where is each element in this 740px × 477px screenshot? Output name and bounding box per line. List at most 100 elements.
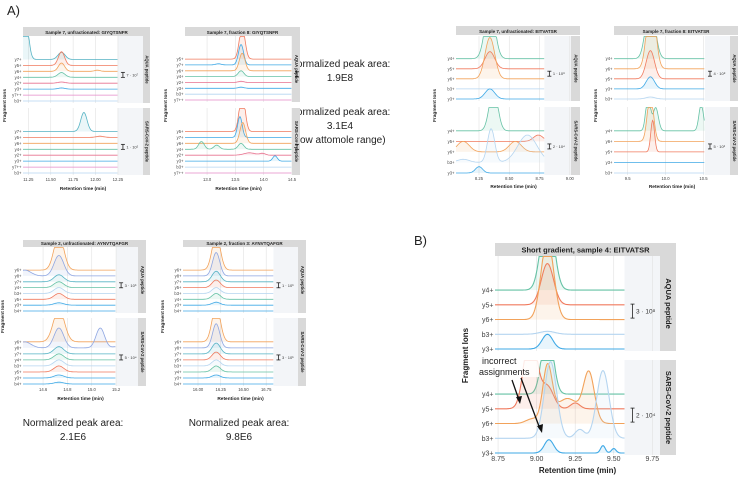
trace-line xyxy=(183,374,274,379)
annotation-value: 3.1E4 xyxy=(327,121,354,132)
trace-line xyxy=(494,255,625,321)
facet-label: SARS-CoV-2 peptide xyxy=(294,121,299,163)
trace-fill xyxy=(495,439,625,453)
x-axis-label: Retention time (min) xyxy=(215,186,262,192)
ion-trace: y4+ xyxy=(606,107,705,133)
ion-label: b4+ xyxy=(174,382,182,387)
trace-line xyxy=(455,141,545,153)
scale-bar-region xyxy=(704,107,730,175)
ion-label: b3+ xyxy=(176,92,184,97)
facet-sars-cov-2: SARS-CoV-2 peptide y6+y8+y7+y5+b3+y4+y3+ b… xyxy=(174,318,306,387)
y-axis-label: Fragment Ions xyxy=(432,89,438,122)
ion-label: y7+ xyxy=(177,135,184,140)
ion-label: y7+ xyxy=(15,57,22,62)
ion-trace: b3+ xyxy=(14,287,117,296)
ion-label: y4+ xyxy=(175,297,182,302)
facet-aqua: AQUA peptide y4+ y5+ y6+ b3+ y3+ 1 · 10⁸ xyxy=(447,36,580,102)
trace-line xyxy=(495,255,625,291)
ion-trace: y7++ xyxy=(174,171,292,176)
ion-trace: y6+ xyxy=(177,122,292,146)
ion-trace: y2+ xyxy=(15,81,118,86)
facet-aqua: AQUA peptide y4+ y6+ y5+ y3+ b3+ 4 · 10⁸ xyxy=(605,36,738,102)
trace-line xyxy=(23,135,118,138)
trace-fill xyxy=(456,128,545,163)
ion-trace: y7++ xyxy=(12,165,118,170)
ion-label: y2+ xyxy=(177,153,184,158)
annotation-giy-frac-sars: Normalized peak area: 3.1E4 (low attomol… xyxy=(290,107,391,146)
ion-trace: y5+ xyxy=(606,50,705,81)
x-tick-label: 9.00 xyxy=(566,176,575,181)
trace-fill xyxy=(185,152,292,156)
ion-trace: y8+ xyxy=(15,255,117,278)
scale-bar-region xyxy=(116,318,138,386)
ion-label: y7+ xyxy=(177,62,184,67)
scale-bar: 7 · 10⁷ xyxy=(120,71,139,78)
ion-label: y7++ xyxy=(12,93,22,98)
x-tick-label: 11.25 xyxy=(23,177,34,182)
y-axis-label: Fragment Ions xyxy=(593,89,599,122)
ion-label: y7++ xyxy=(174,171,184,176)
trace-line xyxy=(23,62,118,72)
x-tick-label: 12.00 xyxy=(90,177,101,182)
ion-trace: b4+ xyxy=(174,309,274,314)
ion-trace: y4+ xyxy=(15,147,118,152)
trace-fill xyxy=(495,361,625,439)
facet-label: AQUA peptide xyxy=(144,55,149,84)
ion-trace: y6+ xyxy=(175,247,274,273)
ion-label: y3+ xyxy=(482,451,493,458)
trace-line xyxy=(23,353,116,361)
panel-header xyxy=(495,243,676,256)
trace-line xyxy=(183,252,274,277)
facet-strip xyxy=(292,36,300,102)
x-tick-label: 13.0 xyxy=(203,177,212,182)
scale-bar-region xyxy=(704,36,730,101)
ion-label: y5+ xyxy=(482,406,493,413)
ion-trace: y8+ xyxy=(175,252,274,278)
annotation-value: 1.9E8 xyxy=(327,73,354,84)
ion-trace: y4+ xyxy=(15,72,118,80)
trace-line xyxy=(183,301,274,306)
ion-label: y6+ xyxy=(177,141,184,146)
ion-trace: y7+ xyxy=(177,116,292,140)
trace-line xyxy=(185,43,292,66)
scale-bar-label: 4 · 10⁸ xyxy=(713,71,725,76)
ion-trace: y6+ xyxy=(482,255,625,324)
annotation-value: 9.8E6 xyxy=(226,432,253,443)
x-axis-label: Retention time (min) xyxy=(60,186,107,192)
ion-trace: y5+ xyxy=(448,134,545,144)
facet-strip xyxy=(138,318,146,386)
ion-label: y6+ xyxy=(606,66,613,71)
ion-trace: b4+ xyxy=(174,382,274,387)
x-axis-label: Retention time (min) xyxy=(539,466,617,475)
ion-label: y3+ xyxy=(448,97,455,102)
annotation-line: assignments xyxy=(479,367,530,377)
x-tick-label: 15.2 xyxy=(112,387,121,392)
ion-trace: b3+ xyxy=(174,287,274,296)
x-tick-label: 13.5 xyxy=(231,177,240,182)
ion-trace: y4+ xyxy=(606,36,705,61)
ion-trace: y3+ xyxy=(15,302,117,308)
x-tick-label: 10.0 xyxy=(661,176,670,181)
ion-label: y5+ xyxy=(177,57,184,62)
facet-label: AQUA peptide xyxy=(294,55,299,84)
panel-label-b: B) xyxy=(414,233,427,248)
chromatogram-panel-5: Sample 2, unfractionated: AYNVTQAFGRAQUA… xyxy=(0,240,146,402)
ion-trace: b4+ xyxy=(14,309,116,314)
facet-label: SARS-CoV-2 peptide xyxy=(300,332,305,374)
scale-bar xyxy=(295,71,299,78)
y-axis-label: Fragment Ions xyxy=(160,300,166,333)
ion-label: b4+ xyxy=(174,309,182,314)
facet-strip xyxy=(292,108,300,175)
scale-bar-region xyxy=(117,36,143,103)
ion-trace: y5+ xyxy=(448,51,545,71)
annotation-value: 2.1E6 xyxy=(60,432,87,443)
x-tick-label: 12.25 xyxy=(113,177,124,182)
arrow-icon xyxy=(511,379,520,401)
trace-fill xyxy=(495,256,625,291)
ion-label: y4+ xyxy=(175,369,182,374)
ion-label: y3+ xyxy=(15,303,22,308)
trace-fill xyxy=(185,36,292,60)
ion-label: y3+ xyxy=(177,159,184,164)
